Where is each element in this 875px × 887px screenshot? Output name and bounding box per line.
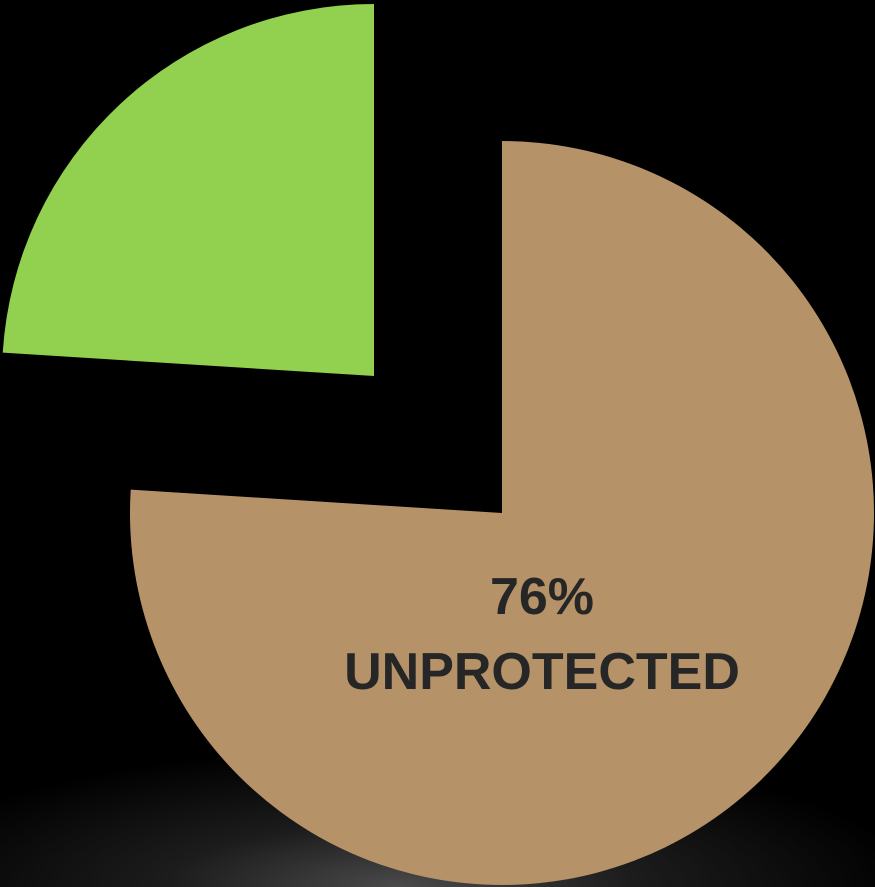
pie-slice-unprotected (129, 141, 874, 885)
slice-unprotected-name-label: UNPROTECTED (344, 643, 740, 701)
pie-labels: 76% UNPROTECTED (344, 568, 740, 701)
slice-unprotected-value-label: 76% (490, 568, 594, 626)
pie-slice-1 (2, 4, 374, 376)
pie-slices (2, 4, 874, 885)
